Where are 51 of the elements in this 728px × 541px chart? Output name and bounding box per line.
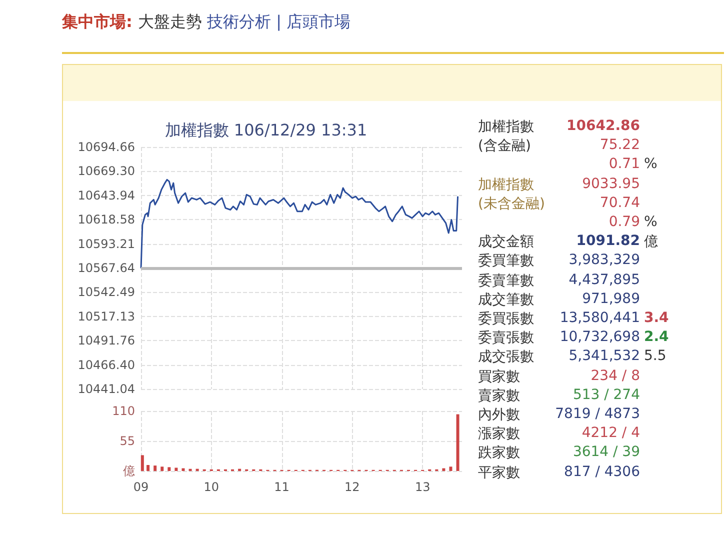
bar [154, 466, 157, 471]
text: 內外數 7819 / 4873 [478, 406, 640, 423]
text: 成交金額 1091.82 億 [478, 233, 658, 250]
bar [456, 414, 460, 471]
bar [168, 467, 171, 471]
text: 委賣筆數 4,437,895 [478, 272, 640, 289]
bar [442, 468, 446, 471]
text: 委買筆數 3,983,329 [478, 252, 640, 270]
bar [160, 466, 164, 471]
bar [146, 465, 150, 471]
bar [182, 468, 185, 471]
text: 委買張數 13,580,441 3.4 [478, 310, 669, 327]
text: 委賣張數 10,732,698 2.4 [478, 329, 669, 346]
y-tick-label: 110 [112, 404, 135, 418]
text: 加權指數 9033.95 [478, 176, 640, 193]
bar [140, 455, 144, 471]
x-tick-label: 09 [133, 480, 149, 494]
bar [449, 466, 452, 471]
y-tick-label: 億 [123, 464, 135, 478]
y-tick-label: 10567.64 [78, 261, 135, 276]
text: 賣家數 513 / 274 [478, 386, 640, 404]
chart-title: 加權指數 106/12/29 13:31 [164, 120, 368, 140]
y-tick-label: 10618.58 [78, 212, 135, 227]
y-tick-label: 10542.49 [78, 285, 135, 300]
text: (含金融) 75.22 [478, 137, 640, 154]
text: 買家數 234 / 8 [478, 368, 640, 385]
y-tick-label: 10593.21 [78, 236, 135, 251]
text: 跌家數 3614 / 39 [478, 444, 640, 462]
y-tick-label: 10466.40 [78, 358, 135, 372]
y-tick-label: 10694.66 [78, 140, 135, 154]
bar [174, 468, 178, 471]
text: 漲家數 4212 / 4 [478, 425, 640, 442]
text: 集中市場: 大盤走勢 技術分析 | 店頭市場 [62, 12, 351, 31]
y-tick-label: 10491.76 [78, 334, 135, 348]
x-tick-label: 13 [414, 480, 430, 494]
text: 成交筆數 971,989 [478, 290, 640, 308]
x-tick-label: 12 [344, 480, 360, 494]
x-tick-label: 10 [204, 480, 220, 494]
y-tick-label: 10669.30 [78, 164, 135, 178]
text: (未含金融) 70.74 [478, 194, 640, 212]
text: 0.79 % [608, 214, 658, 230]
y-tick-label: 10643.94 [78, 188, 135, 202]
text: 平家數 817 / 4306 [478, 464, 640, 481]
text: 0.71 % [608, 156, 658, 172]
y-tick-label: 10441.04 [78, 382, 135, 396]
text: 加權指數 10642.86 [478, 118, 640, 135]
y-tick-label: 55 [120, 434, 135, 448]
text: 成交張數 5,341,532 5.5 [478, 348, 666, 366]
x-tick-label: 11 [274, 480, 290, 494]
y-tick-label: 10517.13 [78, 309, 135, 324]
line-series [140, 178, 459, 269]
